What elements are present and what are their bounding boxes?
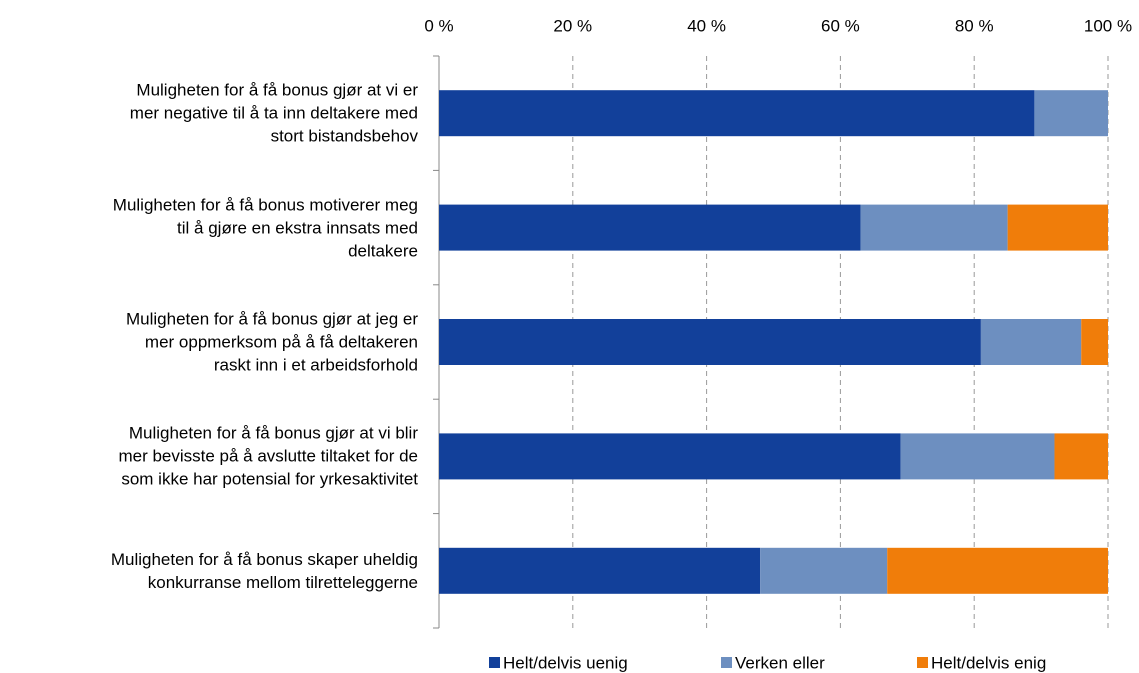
legend-swatch bbox=[917, 657, 928, 668]
legend-label: Helt/delvis enig bbox=[931, 653, 1046, 672]
category-label: Muligheten for å få bonus skaper uheldig… bbox=[110, 549, 418, 592]
bar-segment bbox=[760, 547, 888, 594]
category-label: Muligheten for å få bonus gjør at vi er … bbox=[129, 80, 418, 146]
bar-segment bbox=[439, 90, 1035, 137]
x-tick-label: 20 % bbox=[553, 16, 592, 35]
bar-segment bbox=[887, 547, 1108, 594]
x-tick-label: 100 % bbox=[1084, 16, 1132, 35]
bar-segment bbox=[1007, 204, 1108, 251]
category-label: Muligheten for å få bonus motiverer meg … bbox=[112, 195, 418, 261]
bar-segment bbox=[860, 204, 1008, 251]
x-tick-label: 60 % bbox=[821, 16, 860, 35]
bar-segment bbox=[439, 433, 901, 480]
legend-swatch bbox=[721, 657, 732, 668]
bar-segment bbox=[1081, 319, 1108, 365]
x-tick-label: 40 % bbox=[687, 16, 726, 35]
category-label: Muligheten for å få bonus gjør at vi bli… bbox=[118, 423, 418, 489]
bar-segment bbox=[439, 204, 861, 251]
category-label: Muligheten for å få bonus gjør at jeg er… bbox=[126, 309, 418, 375]
x-tick-label: 80 % bbox=[955, 16, 994, 35]
legend-label: Helt/delvis uenig bbox=[503, 653, 628, 672]
bar-segment bbox=[439, 547, 761, 594]
legend-swatch bbox=[489, 657, 500, 668]
bar-segment bbox=[439, 319, 981, 365]
x-tick-label: 0 % bbox=[424, 16, 453, 35]
bar-segment bbox=[1054, 433, 1108, 480]
legend-label: Verken eller bbox=[735, 653, 825, 672]
bar-segment bbox=[1034, 90, 1108, 137]
bar-segment bbox=[900, 433, 1055, 480]
bar-segment bbox=[980, 319, 1082, 365]
